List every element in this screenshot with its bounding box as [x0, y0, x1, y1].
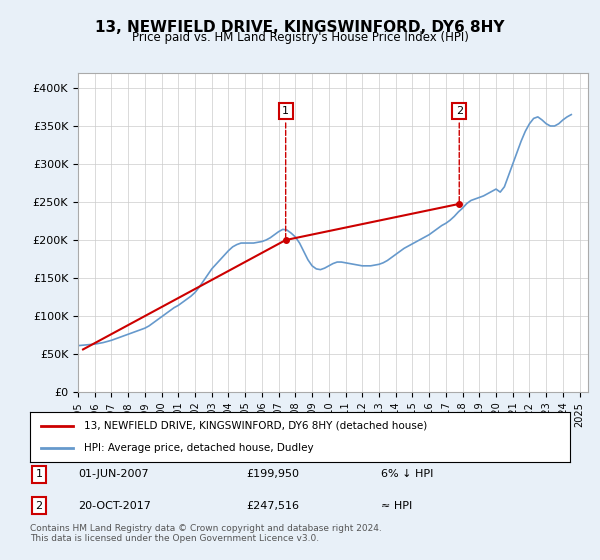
Text: 13, NEWFIELD DRIVE, KINGSWINFORD, DY6 8HY: 13, NEWFIELD DRIVE, KINGSWINFORD, DY6 8H… — [95, 20, 505, 35]
Text: Price paid vs. HM Land Registry's House Price Index (HPI): Price paid vs. HM Land Registry's House … — [131, 31, 469, 44]
Text: ≈ HPI: ≈ HPI — [381, 501, 412, 511]
Text: Contains HM Land Registry data © Crown copyright and database right 2024.
This d: Contains HM Land Registry data © Crown c… — [30, 524, 382, 543]
Text: 1: 1 — [282, 106, 289, 237]
Text: HPI: Average price, detached house, Dudley: HPI: Average price, detached house, Dudl… — [84, 443, 314, 453]
Text: 6% ↓ HPI: 6% ↓ HPI — [381, 469, 433, 479]
Text: 20-OCT-2017: 20-OCT-2017 — [79, 501, 151, 511]
Text: 13, NEWFIELD DRIVE, KINGSWINFORD, DY6 8HY (detached house): 13, NEWFIELD DRIVE, KINGSWINFORD, DY6 8H… — [84, 421, 427, 431]
Text: £247,516: £247,516 — [246, 501, 299, 511]
Text: 1: 1 — [35, 469, 43, 479]
Text: £199,950: £199,950 — [246, 469, 299, 479]
Text: 2: 2 — [35, 501, 43, 511]
Text: 01-JUN-2007: 01-JUN-2007 — [79, 469, 149, 479]
Text: 2: 2 — [455, 106, 463, 201]
